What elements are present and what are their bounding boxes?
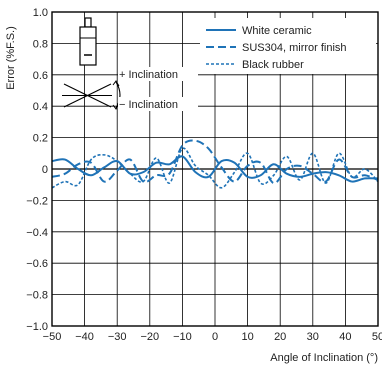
y-tick-label: −0.2 [26, 195, 48, 207]
y-tick-label: 0.2 [33, 133, 48, 145]
series-line-2 [51, 147, 379, 189]
rotation-arrow-icon [115, 81, 121, 109]
x-axis-label: Angle of Inclination (°) [270, 352, 378, 364]
minus-inclination-label: − Inclination [119, 99, 178, 111]
y-tick-label: −1.0 [26, 321, 48, 333]
x-tick-label: −40 [75, 331, 94, 343]
series-line-0 [51, 155, 379, 183]
x-tick-label: 50 [372, 331, 382, 343]
y-tick-label: −0.6 [26, 258, 48, 270]
x-tick-label: −50 [43, 331, 62, 343]
y-axis-label: Error (%F.S.) [5, 26, 17, 90]
y-tick-label: 0.4 [33, 101, 48, 113]
legend-label-sus304: SUS304, mirror finish [242, 42, 347, 54]
x-tick-label: −30 [108, 331, 127, 343]
y-tick-label: 0.6 [33, 70, 48, 82]
x-tick-label: 0 [212, 331, 218, 343]
x-tick-label: 20 [274, 331, 286, 343]
x-tick-label: 10 [241, 331, 253, 343]
x-tick-label: 40 [339, 331, 351, 343]
x-tick-label: 30 [307, 331, 319, 343]
x-tick-label: −20 [140, 331, 159, 343]
y-tick-label: −0.4 [26, 227, 48, 239]
legend-label-white-ceramic: White ceramic [242, 25, 312, 37]
legend: White ceramic SUS304, mirror finish Blac… [200, 18, 376, 74]
legend-label-black-rubber: Black rubber [242, 59, 304, 71]
y-tick-label: 0.8 [33, 38, 48, 50]
plot-frame [51, 11, 379, 327]
y-tick-label: 0 [42, 164, 48, 176]
x-tick-labels: −50 −40 −30 −20 −10 0 10 20 30 40 50 [43, 331, 382, 343]
y-tick-label: 1.0 [33, 7, 48, 19]
plus-inclination-label: + Inclination [119, 69, 178, 81]
sensor-illustration: + Inclination − Inclination [62, 17, 198, 111]
sensor-cap-icon [84, 17, 92, 28]
series-lines [51, 139, 379, 189]
sensor-body-icon [79, 26, 97, 66]
x-tick-label: −10 [173, 331, 192, 343]
y-tick-labels: 1.0 0.8 0.6 0.4 0.2 0 −0.2 −0.4 −0.6 −0.8 −1.0 [26, 7, 48, 333]
series-line-1 [51, 139, 379, 185]
y-tick-label: −0.8 [26, 290, 48, 302]
